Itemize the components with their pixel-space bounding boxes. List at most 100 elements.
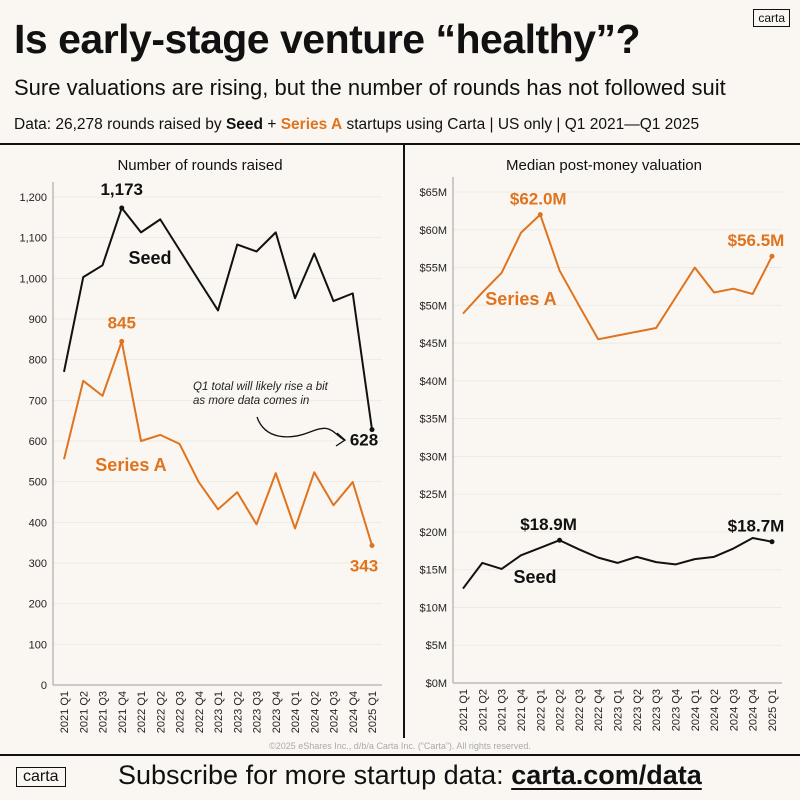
subscribe-text: Subscribe for more startup data:: [118, 760, 512, 790]
y-tick-label: 700: [29, 395, 47, 407]
carta-logo-footer: carta: [16, 767, 66, 787]
page-title: Is early-stage venture “healthy”?: [14, 16, 641, 62]
data-suffix: startups using Carta | US only | Q1 2021…: [342, 116, 700, 133]
y-tick-label: $0M: [426, 678, 447, 690]
data-source-line: Data: 26,278 rounds raised by Seed + Ser…: [14, 116, 699, 134]
y-tick-label: $55M: [419, 263, 447, 275]
x-tick-label: 2023 Q4: [271, 691, 283, 733]
y-tick-label: $35M: [419, 414, 447, 426]
x-tick-label: 2024 Q1: [290, 691, 302, 733]
x-tick-label: 2024 Q3: [728, 689, 740, 731]
arrowhead-icon: [335, 432, 347, 447]
data-seed: Seed: [225, 116, 264, 133]
series-name-label: Seed: [513, 567, 556, 587]
x-tick-label: 2023 Q1: [213, 691, 225, 733]
x-tick-label: 2022 Q4: [194, 691, 206, 733]
y-tick-label: 500: [29, 477, 47, 489]
data-point: [369, 543, 375, 549]
data-plus: +: [263, 116, 281, 133]
copyright: ©2025 eShares Inc., d/b/a Carta Inc. (“C…: [269, 741, 531, 751]
data-label: $56.5M: [728, 231, 785, 250]
data-prefix: Data: 26,278 rounds raised by: [14, 116, 226, 133]
x-tick-label: 2024 Q2: [709, 689, 721, 731]
subscribe-link[interactable]: carta.com/data: [511, 760, 702, 790]
data-label: $62.0M: [510, 190, 567, 209]
y-tick-label: $50M: [419, 300, 447, 312]
x-tick-label: 2024 Q4: [348, 691, 360, 733]
annotation-text: as more data comes in: [193, 395, 309, 407]
y-tick-label: $5M: [426, 640, 447, 652]
data-series-a: Series A: [280, 116, 343, 133]
carta-logo: carta: [753, 9, 790, 27]
data-label: $18.7M: [728, 517, 785, 536]
y-tick-label: 600: [29, 436, 47, 448]
y-tick-label: $60M: [419, 225, 447, 237]
x-tick-label: 2024 Q3: [329, 691, 341, 733]
x-tick-label: 2023 Q3: [252, 691, 264, 733]
y-tick-label: 1,100: [19, 233, 47, 245]
series-name-label: Seed: [128, 248, 171, 268]
panel-divider: [403, 144, 405, 738]
data-point: [769, 539, 775, 545]
x-tick-label: 2025 Q1: [367, 691, 379, 733]
data-point: [119, 338, 125, 344]
y-tick-label: 300: [29, 558, 47, 570]
subscribe-cta: Subscribe for more startup data: carta.c…: [118, 760, 702, 791]
series-name-label: Series A: [485, 289, 556, 309]
x-tick-label: 2022 Q3: [175, 691, 187, 733]
y-tick-label: $15M: [419, 565, 447, 577]
y-tick-label: $20M: [419, 527, 447, 539]
x-tick-label: 2024 Q1: [690, 689, 702, 731]
x-tick-label: 2022 Q3: [574, 689, 586, 731]
annotation-text: Q1 total will likely rise a bit: [193, 381, 329, 393]
header-divider: [0, 143, 800, 145]
data-label: 845: [108, 313, 136, 332]
y-tick-label: 900: [29, 314, 47, 326]
x-tick-label: 2025 Q1: [767, 689, 779, 731]
y-tick-label: $25M: [419, 489, 447, 501]
data-label: 1,173: [100, 180, 143, 199]
x-tick-label: 2023 Q1: [613, 689, 625, 731]
data-point: [769, 253, 775, 259]
x-tick-label: 2022 Q2: [155, 691, 167, 733]
y-tick-label: 800: [29, 355, 47, 367]
x-tick-label: 2021 Q2: [78, 691, 90, 733]
data-point: [369, 427, 375, 433]
data-label: $18.9M: [520, 515, 577, 534]
x-tick-label: 2021 Q4: [117, 691, 129, 733]
annotation-arrow: [256, 416, 345, 441]
footer-divider: [0, 754, 800, 756]
y-tick-label: $30M: [419, 451, 447, 463]
y-tick-label: 400: [29, 517, 47, 529]
data-point: [537, 212, 543, 218]
series-line-series-a: [63, 340, 373, 546]
data-point: [557, 537, 563, 543]
x-tick-label: 2023 Q2: [232, 691, 244, 733]
x-tick-label: 2022 Q1: [136, 691, 148, 733]
y-tick-label: 100: [29, 639, 47, 651]
series-name-label: Series A: [95, 455, 166, 475]
series-line-seed: [462, 536, 773, 590]
x-tick-label: 2024 Q4: [748, 689, 760, 731]
x-tick-label: 2022 Q4: [593, 689, 605, 731]
y-tick-label: 1,200: [19, 192, 47, 204]
x-tick-label: 2024 Q2: [309, 691, 321, 733]
x-tick-label: 2023 Q2: [632, 689, 644, 731]
data-label: 628: [350, 431, 378, 450]
x-tick-label: 2022 Q2: [555, 689, 567, 731]
x-tick-label: 2021 Q4: [516, 689, 528, 731]
x-tick-label: 2021 Q3: [497, 689, 509, 731]
x-tick-label: 2021 Q3: [98, 691, 110, 733]
data-point: [119, 205, 125, 211]
right-chart-title: Median post-money valuation: [506, 157, 702, 174]
x-tick-label: 2023 Q4: [670, 689, 682, 731]
series-line-series-a: [462, 213, 773, 341]
x-tick-label: 2022 Q1: [535, 689, 547, 731]
y-tick-label: 0: [41, 680, 47, 692]
y-tick-label: 1,000: [19, 273, 47, 285]
x-tick-label: 2021 Q2: [477, 689, 489, 731]
left-chart-title: Number of rounds raised: [117, 157, 283, 174]
y-tick-label: 200: [29, 599, 47, 611]
y-tick-label: $40M: [419, 376, 447, 388]
